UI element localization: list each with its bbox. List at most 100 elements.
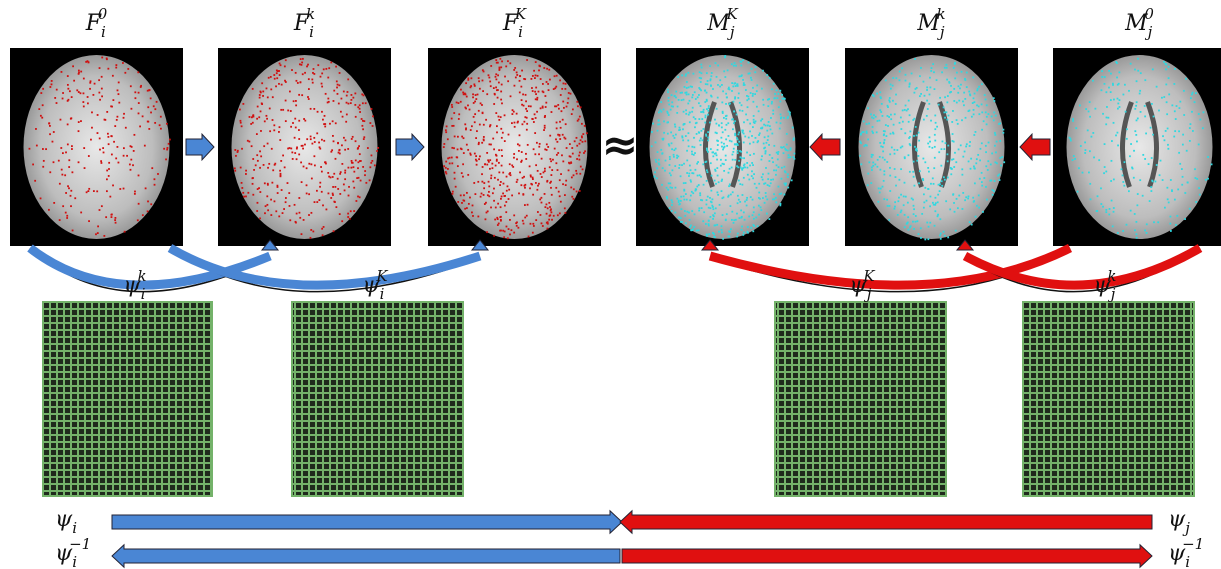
feature-point — [944, 117, 946, 119]
feature-point — [765, 125, 767, 127]
feature-point — [497, 224, 499, 226]
feature-point — [973, 134, 975, 136]
feature-point — [760, 159, 762, 161]
feature-point — [117, 89, 119, 91]
feature-point — [890, 114, 892, 116]
feature-point — [687, 103, 689, 105]
feature-point — [556, 122, 558, 124]
feature-point — [1191, 94, 1193, 96]
feature-point — [679, 127, 681, 129]
feature-point — [685, 193, 687, 195]
feature-point — [134, 193, 136, 195]
feature-point — [494, 219, 496, 221]
feature-point — [933, 71, 935, 73]
feature-point — [682, 139, 684, 141]
feature-point — [314, 201, 316, 203]
feature-point — [771, 88, 773, 90]
feature-point — [954, 152, 956, 154]
feature-point — [722, 149, 724, 151]
feature-point — [707, 110, 709, 112]
feature-point — [995, 161, 997, 163]
feature-point — [984, 94, 986, 96]
feature-point — [326, 209, 328, 211]
feature-point — [308, 78, 310, 80]
feature-point — [946, 64, 948, 66]
feature-point — [1175, 118, 1177, 120]
feature-point — [1113, 99, 1115, 101]
feature-point — [745, 114, 747, 116]
feature-point — [559, 195, 561, 197]
feature-point — [712, 232, 714, 234]
feature-point — [741, 226, 743, 228]
feature-point — [778, 106, 780, 108]
feature-point — [926, 200, 928, 202]
feature-point — [563, 137, 565, 139]
feature-point — [486, 93, 488, 95]
feature-point — [351, 138, 353, 140]
feature-point — [474, 85, 476, 87]
feature-point — [491, 163, 493, 165]
feature-point — [339, 213, 341, 215]
feature-point — [1149, 200, 1151, 202]
feature-point — [867, 139, 869, 141]
feature-point — [935, 202, 937, 204]
feature-point — [83, 147, 85, 149]
feature-point — [887, 115, 889, 117]
feature-point — [719, 86, 721, 88]
feature-point — [1084, 141, 1086, 143]
feature-point — [732, 118, 734, 120]
feature-point — [530, 105, 532, 107]
feature-point — [240, 167, 242, 169]
feature-point — [753, 218, 755, 220]
feature-point — [234, 149, 236, 151]
feature-point — [738, 132, 740, 134]
feature-point — [269, 108, 271, 110]
feature-point — [1137, 118, 1139, 120]
feature-point — [721, 190, 723, 192]
feature-point — [706, 199, 708, 201]
feature-point — [257, 202, 259, 204]
feature-point — [544, 95, 546, 97]
feature-point — [909, 83, 911, 85]
feature-point — [467, 77, 469, 79]
feature-point — [279, 126, 281, 128]
feature-point — [929, 136, 931, 138]
feature-point — [930, 183, 932, 185]
feature-point — [499, 58, 501, 60]
feature-point — [549, 135, 551, 137]
feature-point — [501, 84, 503, 86]
feature-point — [993, 97, 995, 99]
feature-point — [111, 214, 113, 216]
feature-point — [717, 140, 719, 142]
feature-point — [489, 143, 491, 145]
feature-point — [327, 98, 329, 100]
feature-point — [929, 87, 931, 89]
feature-point — [496, 217, 498, 219]
feature-point — [520, 161, 522, 163]
feature-point — [936, 79, 938, 81]
feature-point — [532, 178, 534, 180]
feature-point — [1085, 108, 1087, 110]
feature-point — [278, 215, 280, 217]
feature-point — [1126, 224, 1128, 226]
feature-point — [78, 72, 80, 74]
feature-point — [703, 211, 705, 213]
feature-point — [894, 208, 896, 210]
feature-point — [763, 104, 765, 106]
feature-point — [961, 168, 963, 170]
feature-point — [267, 209, 269, 211]
feature-point — [1144, 105, 1146, 107]
feature-point — [522, 194, 524, 196]
feature-point — [284, 166, 286, 168]
feature-point — [473, 182, 475, 184]
feature-point — [860, 163, 862, 165]
feature-point — [867, 184, 869, 186]
feature-point — [710, 84, 712, 86]
feature-point — [51, 83, 53, 85]
feature-point — [762, 70, 764, 72]
feature-point — [755, 137, 757, 139]
feature-point — [961, 71, 963, 73]
feature-point — [303, 118, 305, 120]
feature-point — [98, 92, 100, 94]
feature-point — [1205, 179, 1207, 181]
